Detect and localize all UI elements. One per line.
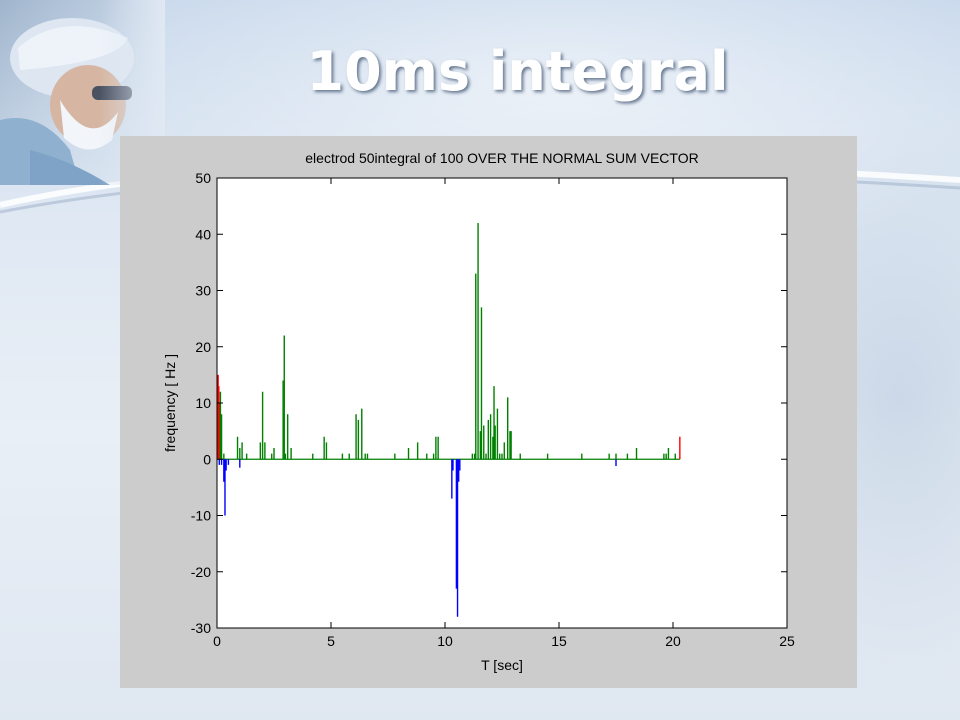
slide-title: 10ms integral xyxy=(306,40,729,103)
y-axis-label: frequency [ Hz ] xyxy=(162,354,178,452)
y-tick-label: 40 xyxy=(195,226,211,242)
y-tick-label: 20 xyxy=(195,339,211,355)
y-tick-label: 10 xyxy=(195,395,211,411)
x-tick-label: 10 xyxy=(437,633,453,649)
y-tick-label: -20 xyxy=(191,564,211,580)
plot-area xyxy=(216,177,788,629)
y-tick-label: -10 xyxy=(191,508,211,524)
x-tick-label: 25 xyxy=(779,633,795,649)
y-tick-label: 30 xyxy=(195,283,211,299)
axis-ticks: 0 5 10 15 20 25 -30 -20 -10 0 10 20 30 40 50 xyxy=(191,170,795,649)
y-tick-label: -30 xyxy=(191,620,211,636)
y-tick-label: 50 xyxy=(195,170,211,186)
x-tick-label: 20 xyxy=(665,633,681,649)
chart-figure: 0 5 10 15 20 25 -30 -20 -10 0 10 20 30 40 50 electrod … xyxy=(120,136,857,688)
x-tick-label: 0 xyxy=(213,633,221,649)
surgeon-photo xyxy=(0,0,165,185)
x-axis-label: T [sec] xyxy=(481,657,523,673)
y-tick-label: 0 xyxy=(203,451,211,467)
data-marks xyxy=(217,223,681,617)
chart-title: electrod 50integral of 100 OVER THE NORM… xyxy=(305,150,698,166)
x-tick-label: 15 xyxy=(551,633,567,649)
x-tick-label: 5 xyxy=(327,633,335,649)
chart: 0 5 10 15 20 25 -30 -20 -10 0 10 20 30 40 50 electrod … xyxy=(162,150,795,673)
